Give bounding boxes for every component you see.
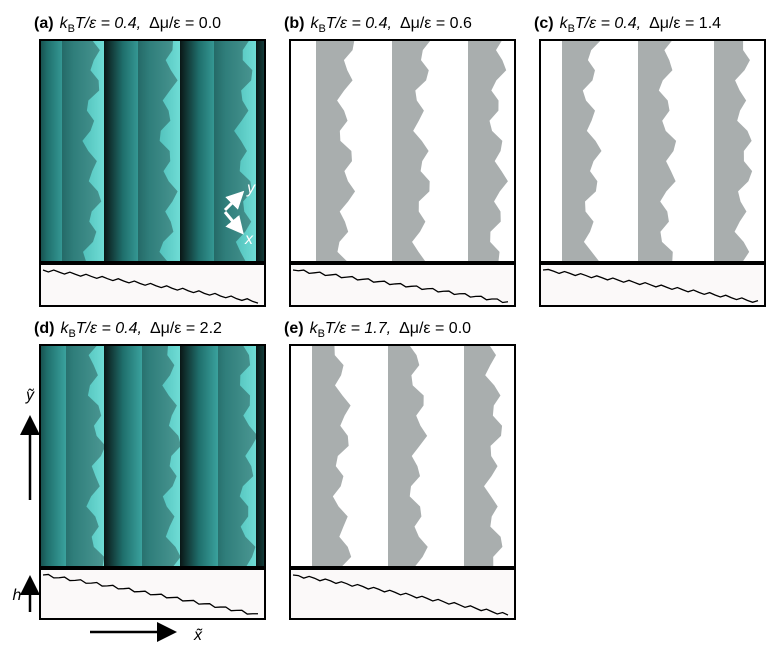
temperature: T/ε = 0.4, [76, 320, 142, 337]
panel-label: (d)kBT/ε = 0.4,Δμ/ε = 2.2 [34, 320, 222, 340]
domain-edge [638, 40, 676, 262]
domain-edge [388, 345, 428, 567]
panel-letter: (b) [284, 15, 304, 32]
panel-letter: (c) [534, 15, 554, 32]
chem-potential: Δμ/ε = 0.0 [399, 320, 471, 337]
h-label: h [13, 587, 22, 604]
subscript: B [318, 23, 325, 35]
snapshot [40, 345, 265, 567]
panel-label: (b)kBT/ε = 0.4,Δμ/ε = 0.6 [284, 15, 472, 35]
panel-label: (c)kBT/ε = 0.4,Δμ/ε = 1.4 [534, 15, 721, 35]
chem-potential: Δμ/ε = 1.4 [649, 15, 721, 32]
stripes [540, 345, 765, 567]
temperature: T/ε = 0.4, [575, 15, 641, 32]
panel-letter: (d) [34, 320, 54, 337]
inset-x-label: x [244, 231, 254, 248]
domain-edge [392, 40, 431, 262]
panel: (c)kBT/ε = 0.4,Δμ/ε = 1.4 [534, 15, 771, 306]
inset-y-label: y [246, 180, 256, 197]
subscript: B [68, 328, 75, 340]
panel: (d)kBT/ε = 0.4,Δμ/ε = 2.2 [34, 320, 265, 619]
panel-label: (e)kBT/ε = 1.7,Δμ/ε = 0.0 [284, 320, 471, 340]
panel-label: (a)kBT/ε = 0.4,Δμ/ε = 0.0 [34, 15, 221, 35]
chem-potential: Δμ/ε = 0.0 [149, 15, 221, 32]
temperature: T/ε = 1.7, [325, 320, 391, 337]
snapshot [40, 40, 265, 262]
chem-potential: Δμ/ε = 0.6 [400, 15, 472, 32]
temperature: T/ε = 0.4, [75, 15, 141, 32]
domain-edge [316, 40, 355, 262]
domain-edge [714, 40, 752, 262]
panel: (a)kBT/ε = 0.4,Δμ/ε = 0.0 [34, 15, 265, 306]
subscript: B [68, 23, 75, 35]
subscript: B [568, 23, 575, 35]
panel-letter: (e) [284, 320, 304, 337]
y-tilde-label: ỹ [25, 387, 35, 404]
domain-edge [562, 40, 602, 262]
domain-edge [312, 345, 351, 567]
domain-edge [214, 40, 252, 262]
domain-edge [464, 345, 502, 567]
panel-letter: (a) [34, 15, 54, 32]
snapshot [562, 40, 771, 262]
x-tilde-label: x̃ [193, 627, 203, 644]
profile-box [40, 569, 265, 619]
domain-edge [468, 40, 508, 262]
temperature: T/ε = 0.4, [326, 15, 392, 32]
snapshot [312, 345, 765, 567]
subscript: B [318, 328, 325, 340]
chem-potential: Δμ/ε = 2.2 [150, 320, 222, 337]
panel: (e)kBT/ε = 1.7,Δμ/ε = 0.0 [284, 320, 765, 619]
figure: (a)kBT/ε = 0.4,Δμ/ε = 0.0(b)kBT/ε = 0.4,… [0, 0, 771, 646]
